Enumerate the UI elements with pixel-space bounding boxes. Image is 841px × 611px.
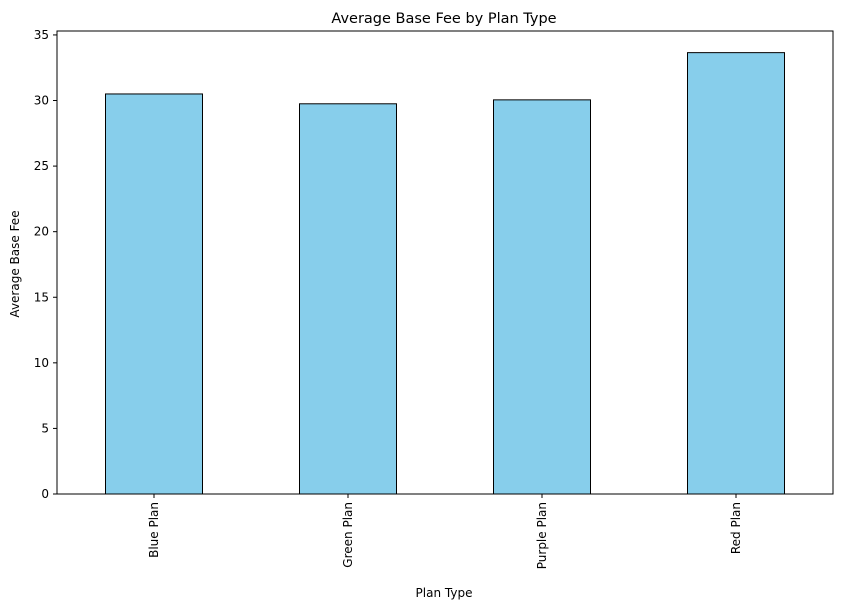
y-tick-label: 35 <box>34 28 49 42</box>
bar-green-plan <box>299 103 397 495</box>
y-tick-label: 5 <box>41 421 49 435</box>
bar-red-plan <box>687 52 785 495</box>
y-axis-label: Average Base Fee <box>8 210 22 317</box>
y-tick-label: 30 <box>34 94 49 108</box>
x-tick-label: Blue Plan <box>147 502 161 558</box>
plot-frame <box>56 30 834 495</box>
bar-purple-plan <box>493 99 591 495</box>
x-axis-ticks: Blue Plan Green Plan Purple Plan Red Plan <box>147 494 743 569</box>
y-tick-label: 15 <box>34 290 49 304</box>
x-tick-label: Green Plan <box>341 502 355 568</box>
y-tick-label: 10 <box>34 356 49 370</box>
x-tick-label: Red Plan <box>729 502 743 554</box>
bar-blue-plan <box>105 93 203 495</box>
y-tick-label: 0 <box>41 487 49 501</box>
y-tick-label: 25 <box>34 159 49 173</box>
chart-title: Average Base Fee by Plan Type <box>331 11 556 27</box>
y-axis-ticks: 0 5 10 15 20 25 30 35 <box>34 28 57 501</box>
x-axis-label: Plan Type <box>416 586 473 600</box>
y-tick-label: 20 <box>34 225 49 239</box>
bars-layer <box>105 52 785 495</box>
x-tick-label: Purple Plan <box>535 502 549 569</box>
